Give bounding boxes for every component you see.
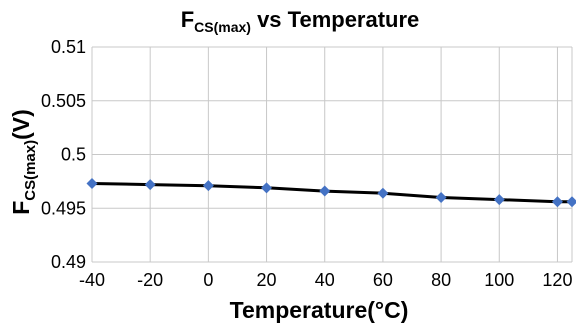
x-tick-label: 20 <box>257 270 277 290</box>
gridlines <box>91 46 573 263</box>
y-tick-labels: 0.49 0.495 0.5 0.505 0.51 <box>41 37 86 272</box>
y-tick-label: 0.5 <box>61 145 86 165</box>
chart-title-main: F <box>181 7 194 32</box>
x-tick-label: -40 <box>79 270 105 290</box>
data-point-marker <box>551 196 563 208</box>
x-tick-label: -20 <box>137 270 163 290</box>
data-point-marker <box>377 187 389 199</box>
x-tick-label: 120 <box>542 270 572 290</box>
y-tick-label: 0.49 <box>51 252 86 272</box>
data-point-marker <box>566 196 576 208</box>
data-point-marker <box>435 192 447 203</box>
series-line <box>91 182 572 204</box>
y-axis-title-main: F <box>8 201 34 215</box>
data-point-marker <box>493 194 505 206</box>
data-series <box>86 178 576 208</box>
data-point-marker <box>202 180 214 192</box>
chart-title: FCS(max) vs Temperature <box>181 7 420 35</box>
y-tick-label: 0.495 <box>41 198 86 218</box>
y-axis-title-subscript: CS(max) <box>22 140 39 201</box>
x-axis-title: Temperature(°C) <box>230 297 409 323</box>
chart-title-subscript: CS(max) <box>194 19 251 35</box>
chart-title-rest: vs Temperature <box>251 7 419 32</box>
x-tick-label: 60 <box>373 270 393 290</box>
x-tick-label: 0 <box>203 270 213 290</box>
x-tick-labels: -40 -20 0 20 40 60 80 100 120 <box>79 270 572 290</box>
data-point-marker <box>261 182 273 194</box>
data-point-marker <box>319 185 331 197</box>
x-tick-label: 80 <box>431 270 451 290</box>
x-tick-label: 100 <box>484 270 514 290</box>
y-axis-title: FCS(max)(V) <box>8 109 39 215</box>
data-point-marker <box>144 179 156 191</box>
data-point-marker <box>86 178 98 190</box>
x-tick-label: 40 <box>315 270 335 290</box>
y-axis-title-rest: (V) <box>8 109 34 140</box>
y-tick-label: 0.51 <box>51 37 86 57</box>
y-tick-label: 0.505 <box>41 91 86 111</box>
